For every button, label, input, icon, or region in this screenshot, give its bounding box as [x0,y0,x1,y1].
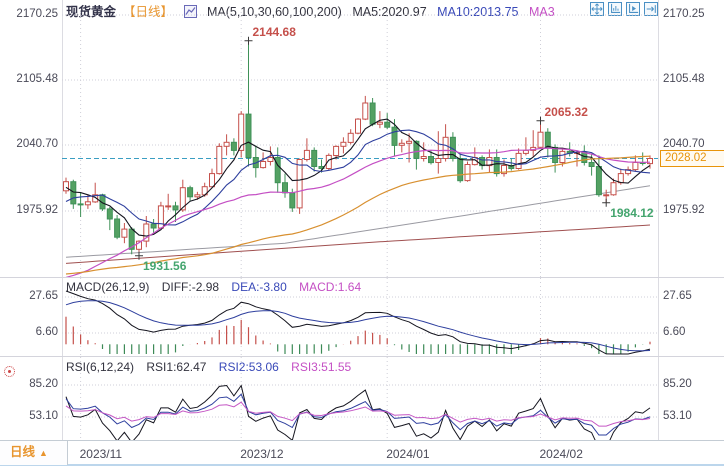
axis-tick-label: 27.65 [29,290,58,302]
period-selector-tab[interactable]: 日线 ▲ [0,441,68,465]
axis-tick-label: 85.20 [663,378,692,390]
price-annotation: 2065.32 [544,104,588,119]
macd-panel-canvas[interactable] [0,277,724,356]
axis-tick-label: 2105.48 [663,73,705,85]
indicator-settings-icon[interactable] [4,366,15,377]
date-label: 2024/02 [539,447,583,461]
price-annotation: 1931.56 [143,258,187,273]
axis-tick-label: 1975.92 [663,204,705,216]
date-label: 2024/01 [386,447,430,461]
current-price-badge: 2028.02 [660,149,724,167]
axis-tick-label: 6.60 [663,326,686,338]
macd-dea-value: DEA:-3.80 [231,280,287,294]
axis-tick-label: 27.65 [663,290,692,302]
rsi-header: RSI(6,12,24) RSI1:62.47 RSI2:53.06 RSI3:… [66,360,360,374]
rsi2-value: RSI2:53.06 [218,360,279,374]
macd-diff-value: DIFF:-2.98 [161,280,220,294]
axis-tick-label: 2040.70 [16,138,58,150]
macd-panel-separator [0,277,724,278]
axis-scale-tool-button[interactable] [608,2,622,16]
date-label: 2023/11 [79,447,123,461]
axis-scale-icon [611,3,621,13]
ma5-value: MA5:2020.97 [352,5,427,19]
time-axis-bar [0,440,724,466]
macd-value: MACD:1.64 [299,280,362,294]
axis-tick-label: 53.10 [29,410,58,422]
period-tab-arrow-icon: ▲ [39,448,48,458]
date-label: 2023/12 [240,447,284,461]
macd-header: MACD(26,12,9) DIFF:-2.98 DEA:-3.80 MACD:… [66,280,370,294]
period-tag[interactable]: 【日线】 [123,5,174,19]
axis-tick-label: 2170.25 [16,8,58,20]
price-annotation: 2144.68 [252,24,296,39]
instrument-title: 现货黄金 [66,5,117,19]
main-price-chart-canvas[interactable] [0,0,724,277]
rsi3-value: RSI3:51.55 [291,360,352,374]
rsi1-value: RSI1:62.47 [146,360,207,374]
period-tab-label: 日线 [10,445,36,459]
plot-left-border [62,0,63,440]
crosshair-icon [591,3,603,15]
axis-tick-label: 2105.48 [16,73,58,85]
plot-right-border [658,0,659,440]
axis-tick-label: 6.60 [35,326,58,338]
axis-tick-label: 85.20 [29,378,58,390]
axis-tick-label: 53.10 [663,410,692,422]
chart-style-icon[interactable] [183,5,197,21]
macd-params-label: MACD(26,12,9) [66,280,150,294]
rsi-panel-separator [0,356,724,357]
arrow-to-bar-icon [646,5,656,13]
price-annotation: 1984.12 [610,205,654,220]
chart-play-icon [629,3,639,13]
axis-tick-label: 1975.92 [16,204,58,216]
ma10-value: MA10:2013.75 [437,5,519,19]
rsi-params-label: RSI(6,12,24) [66,360,135,374]
chart-toolbar [590,2,658,17]
axis-tick-label: 2170.25 [663,8,705,20]
axis-tick-label: 2040.70 [663,138,705,150]
